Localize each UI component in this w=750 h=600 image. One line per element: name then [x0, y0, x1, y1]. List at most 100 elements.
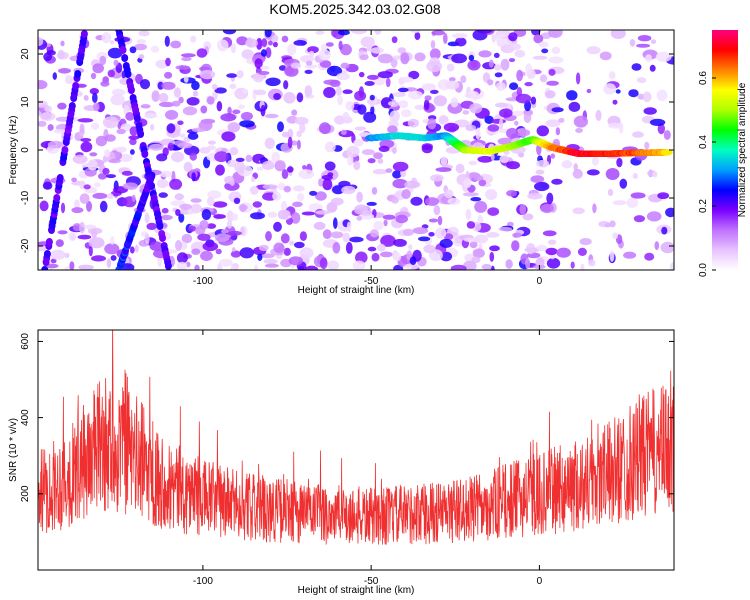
- noise-blob: [258, 71, 270, 75]
- heatmap-y-tick-label: 20: [20, 48, 31, 60]
- noise-blob: [57, 230, 68, 235]
- noise-blob: [356, 215, 363, 221]
- noise-blob: [623, 251, 637, 259]
- noise-blob: [144, 233, 150, 245]
- noise-blob: [183, 136, 190, 143]
- noise-blob: [272, 191, 281, 201]
- noise-blob: [595, 109, 602, 122]
- noise-blob: [394, 252, 402, 262]
- noise-blob: [220, 113, 237, 122]
- noise-blob: [336, 72, 351, 81]
- heatmap-y-tick-label: 0: [20, 147, 31, 153]
- noise-blob: [358, 71, 365, 78]
- feature-cell: [127, 86, 135, 94]
- noise-blob: [264, 30, 272, 38]
- noise-blob: [632, 131, 644, 138]
- heatmap-x-axis-label: Height of straight line (km): [298, 285, 415, 296]
- noise-blob: [71, 207, 84, 214]
- noise-blob: [488, 59, 494, 68]
- noise-blob: [188, 225, 197, 232]
- noise-blob: [404, 180, 421, 189]
- noise-blob: [591, 156, 599, 166]
- noise-blob: [230, 250, 241, 258]
- noise-blob: [325, 42, 334, 47]
- noise-blob: [326, 65, 343, 77]
- snr-y-tick-label: 600: [20, 333, 31, 350]
- noise-blob: [104, 243, 120, 255]
- noise-blob: [294, 116, 309, 125]
- noise-blob: [164, 35, 170, 47]
- noise-blob: [161, 81, 176, 90]
- noise-blob: [222, 30, 237, 35]
- noise-blob: [525, 258, 531, 269]
- noise-blob: [425, 197, 439, 206]
- noise-blob: [418, 236, 431, 242]
- noise-blob: [177, 120, 184, 126]
- noise-blob: [116, 128, 126, 135]
- noise-blob: [498, 226, 513, 232]
- noise-blob: [79, 123, 85, 134]
- noise-blob: [238, 104, 245, 110]
- noise-blob: [393, 192, 404, 198]
- noise-blob: [609, 250, 615, 262]
- noise-blob: [541, 48, 549, 54]
- noise-blob: [264, 113, 279, 119]
- noise-blob: [538, 41, 549, 48]
- noise-blob: [197, 233, 211, 241]
- noise-blob: [426, 60, 443, 73]
- noise-blob: [443, 122, 460, 132]
- noise-blob: [340, 129, 347, 135]
- noise-blob: [216, 101, 223, 112]
- noise-blob: [373, 221, 384, 231]
- feature-cell: [159, 234, 166, 242]
- noise-blob: [522, 213, 534, 221]
- noise-blob: [514, 120, 519, 126]
- noise-blob: [548, 30, 563, 38]
- noise-blob: [79, 221, 86, 234]
- noise-blob: [206, 223, 217, 229]
- noise-blob: [650, 39, 657, 44]
- feature-cell: [660, 149, 673, 156]
- noise-blob: [229, 83, 237, 90]
- noise-blob: [323, 87, 336, 98]
- noise-blob: [525, 243, 536, 255]
- noise-blob: [199, 220, 209, 230]
- noise-blob: [636, 43, 651, 48]
- noise-blob: [249, 185, 259, 195]
- noise-blob: [633, 215, 646, 223]
- noise-blob: [610, 30, 626, 39]
- noise-blob: [207, 96, 215, 105]
- noise-blob: [57, 102, 67, 110]
- noise-blob: [260, 49, 267, 57]
- noise-blob: [440, 156, 448, 166]
- noise-blob: [414, 104, 426, 110]
- noise-blob: [476, 30, 493, 34]
- noise-blob: [497, 137, 514, 145]
- noise-blob: [608, 71, 616, 80]
- noise-blob: [349, 236, 364, 243]
- noise-blob: [533, 34, 544, 44]
- noise-blob: [532, 55, 548, 60]
- snr-y-tick-label: 400: [20, 409, 31, 426]
- noise-blob: [373, 152, 383, 160]
- noise-blob: [629, 39, 636, 47]
- noise-blob: [506, 43, 521, 51]
- noise-blob: [290, 62, 302, 69]
- noise-blob: [183, 75, 189, 83]
- noise-blob: [252, 72, 264, 83]
- noise-blob: [433, 95, 447, 107]
- noise-blob: [181, 56, 192, 62]
- noise-blob: [514, 49, 526, 58]
- colorbar-tick-label: 0.4: [698, 135, 709, 149]
- noise-blob: [423, 244, 436, 254]
- noise-blob: [644, 252, 655, 261]
- noise-blob: [586, 46, 601, 55]
- noise-blob: [359, 54, 369, 60]
- noise-blob: [78, 264, 94, 270]
- snr-panel: -100 -50 0 200 400 600 Height of straight lin…: [8, 329, 675, 596]
- noise-blob: [548, 68, 556, 76]
- noise-blob: [189, 152, 197, 161]
- noise-blob: [540, 203, 554, 214]
- noise-blob: [421, 144, 433, 154]
